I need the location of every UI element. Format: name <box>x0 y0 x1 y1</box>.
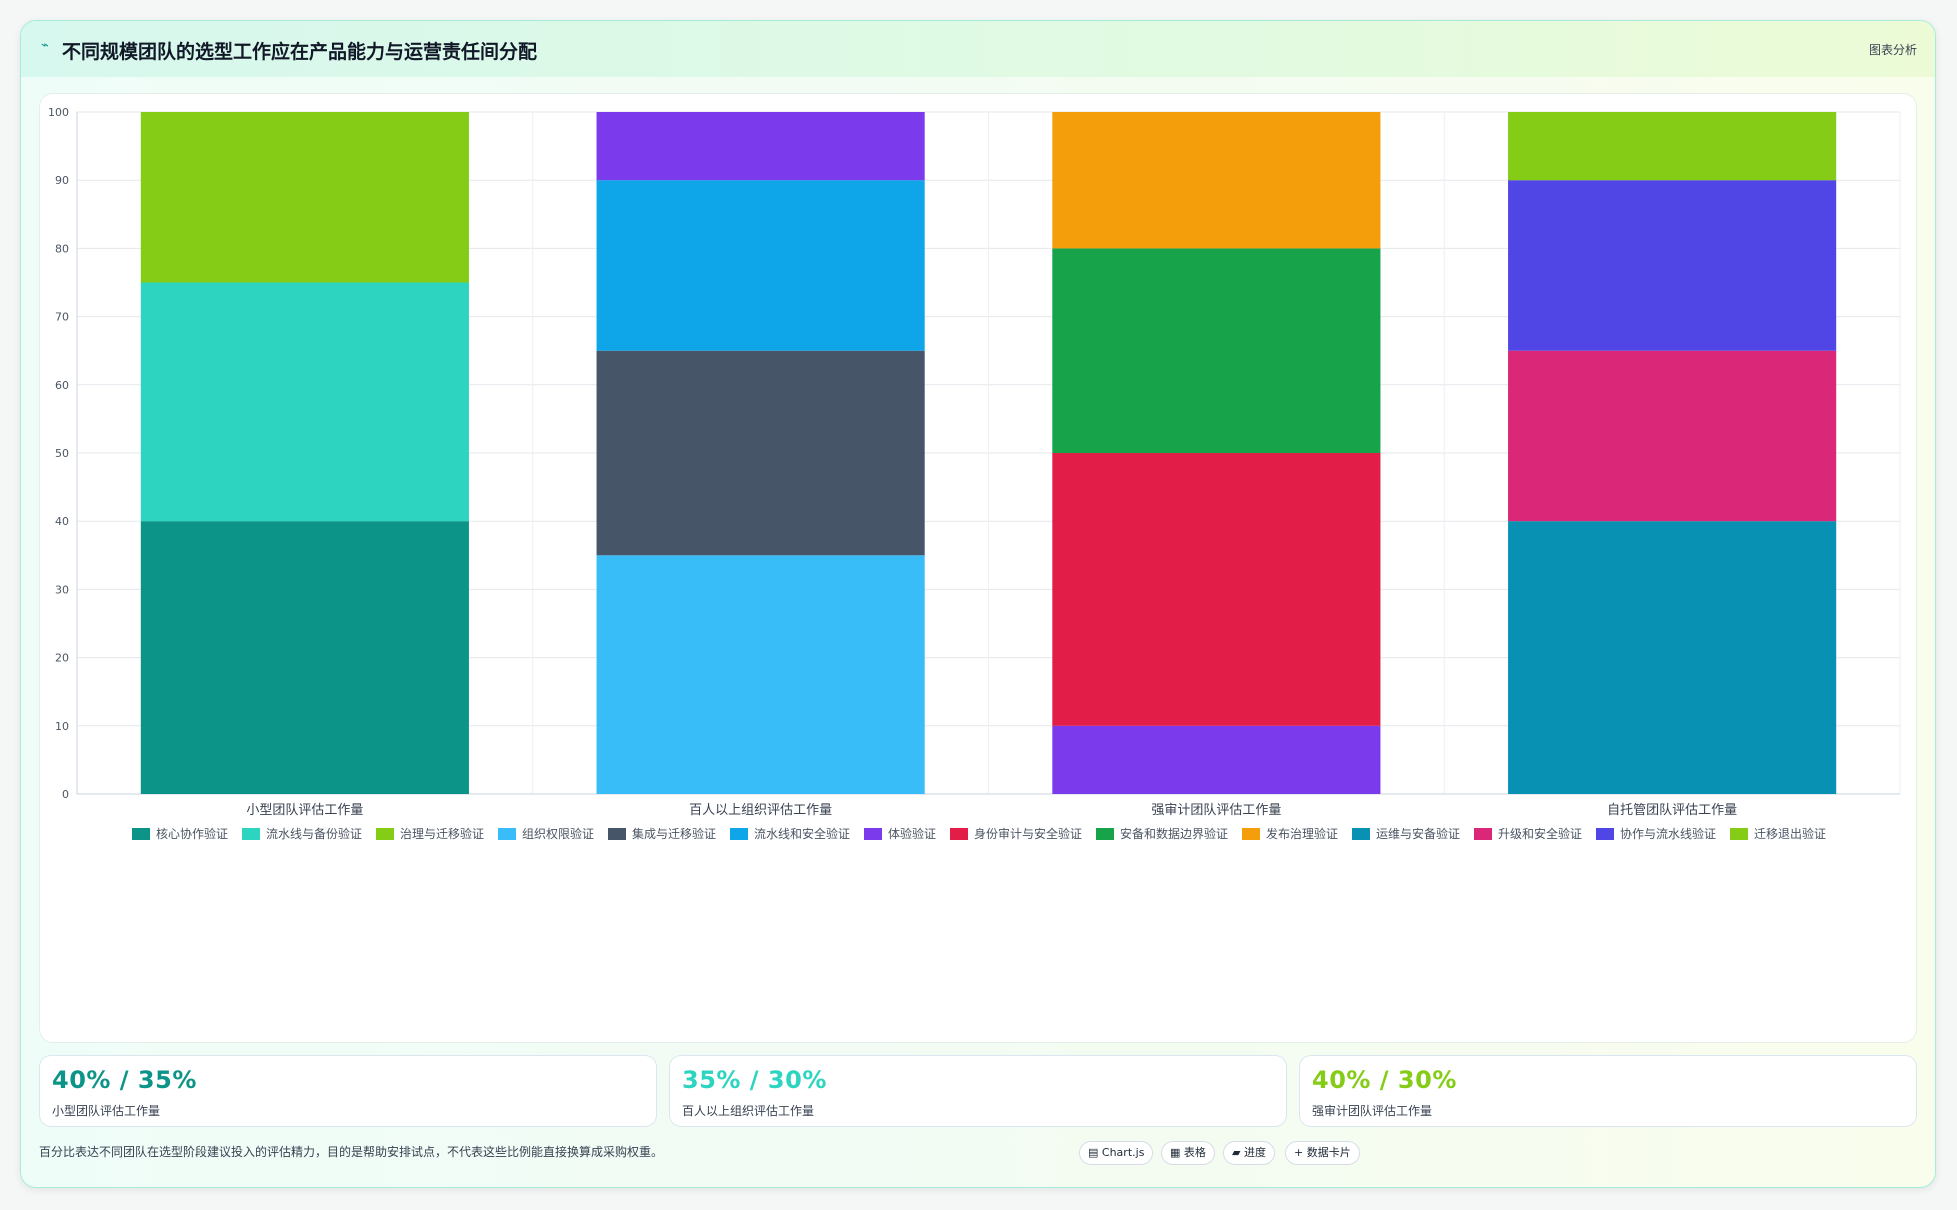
progress-button[interactable]: ▰ 进度 <box>1223 1141 1275 1165</box>
bar-segment <box>596 180 925 351</box>
stat-value: 40% / 35% <box>52 1066 197 1094</box>
y-tick-label: 80 <box>55 242 69 255</box>
stat-card-large-org: 35% / 30% 百人以上组织评估工作量 <box>669 1055 1287 1127</box>
legend-label: 迁移退出验证 <box>1754 826 1826 841</box>
legend-swatch <box>1596 828 1614 840</box>
table-button[interactable]: ▦ 表格 <box>1161 1141 1215 1165</box>
legend-label: 体验验证 <box>888 826 936 841</box>
stat-card-audit-team: 40% / 30% 强审计团队评估工作量 <box>1299 1055 1917 1127</box>
legend-swatch <box>1352 828 1370 840</box>
y-tick-label: 90 <box>55 174 69 187</box>
stat-label: 百人以上组织评估工作量 <box>682 1104 815 1118</box>
legend-label: 发布治理验证 <box>1266 826 1338 841</box>
legend-label: 核心协作验证 <box>156 826 228 841</box>
legend-label: 组织权限验证 <box>522 826 594 841</box>
table-icon: ▦ <box>1170 1146 1181 1159</box>
progress-icon: ▰ <box>1232 1146 1241 1159</box>
legend-swatch <box>242 828 260 840</box>
x-tick-label: 自托管团队评估工作量 <box>1607 803 1737 818</box>
button-label: Chart.js <box>1101 1146 1145 1159</box>
bar-segment <box>140 521 469 794</box>
legend-label: 升级和安全验证 <box>1498 826 1582 841</box>
button-label: 数据卡片 <box>1306 1146 1351 1159</box>
legend-swatch <box>950 828 968 840</box>
chart-card: 0 10 20 30 40 50 60 70 80 90 100 小型团队评估工作量 百人以上组织评估工… <box>39 93 1917 1043</box>
x-tick-label: 小型团队评估工作量 <box>246 803 363 818</box>
legend-swatch <box>498 828 516 840</box>
legend-label: 治理与迁移验证 <box>400 826 484 841</box>
legend-label: 安备和数据边界验证 <box>1120 826 1228 841</box>
y-tick-label: 100 <box>48 106 69 119</box>
legend-swatch <box>1242 828 1260 840</box>
stat-value: 35% / 30% <box>682 1066 827 1094</box>
bar-segment <box>1052 453 1381 726</box>
legend-label: 运维与安备验证 <box>1376 826 1460 841</box>
stat-value: 40% / 30% <box>1312 1066 1457 1094</box>
legend-label: 流水线和安全验证 <box>754 826 850 841</box>
legend-label: 身份审计与安全验证 <box>974 826 1082 841</box>
y-tick-label: 30 <box>55 583 69 596</box>
plus-icon: + <box>1294 1146 1304 1159</box>
data-card-button[interactable]: + 数据卡片 <box>1285 1141 1360 1165</box>
stat-card-small-team: 40% / 35% 小型团队评估工作量 <box>39 1055 657 1127</box>
y-tick-label: 60 <box>55 379 69 392</box>
y-tick-label: 50 <box>55 447 69 460</box>
y-tick-label: 70 <box>55 311 69 324</box>
bar-segment <box>1508 350 1837 522</box>
bar-segment <box>1052 112 1381 249</box>
chart-analysis-link[interactable]: 图表分析 <box>1868 43 1917 57</box>
bar-segment <box>140 112 469 283</box>
chart-title: 不同规模团队的选型工作应在产品能力与运营责任间分配 <box>62 41 538 63</box>
legend-label: 集成与迁移验证 <box>632 826 716 841</box>
legend-label: 协作与流水线验证 <box>1620 826 1716 841</box>
button-label: 表格 <box>1183 1146 1206 1159</box>
panel-header: ⌁ 不同规模团队的选型工作应在产品能力与运营责任间分配 图表分析 <box>21 21 1935 77</box>
bar-segment <box>140 282 469 522</box>
bar-segment <box>596 555 925 794</box>
stacked-bar-chart: 0 10 20 30 40 50 60 70 80 90 100 小型团队评估工作量 百人以上组织评估工… <box>48 106 1901 841</box>
stat-label: 强审计团队评估工作量 <box>1312 1104 1433 1118</box>
chart-line-icon: ⌁ <box>41 38 49 53</box>
button-label: 进度 <box>1243 1146 1266 1159</box>
legend-swatch <box>1474 828 1492 840</box>
legend-swatch <box>376 828 394 840</box>
bar-segment <box>1508 112 1837 181</box>
legend-label: 流水线与备份验证 <box>266 826 362 841</box>
bar-segment <box>1508 180 1837 351</box>
bar-segment <box>1052 725 1381 794</box>
y-tick-label: 40 <box>55 515 69 528</box>
y-tick-label: 0 <box>62 788 69 801</box>
legend-swatch <box>1730 828 1748 840</box>
chart-panel: ⌁ 不同规模团队的选型工作应在产品能力与运营责任间分配 图表分析 0 10 20 30… <box>20 20 1936 1188</box>
legend-swatch <box>1096 828 1114 840</box>
y-tick-label: 20 <box>55 652 69 665</box>
footnote: 百分比表达不同团队在选型阶段建议投入的评估精力，目的是帮助安排试点，不代表这些比… <box>39 1145 664 1159</box>
x-tick-label: 百人以上组织评估工作量 <box>689 803 832 818</box>
legend-swatch <box>132 828 150 840</box>
bar-segment <box>1052 248 1381 453</box>
chartjs-button[interactable]: ▤ Chart.js <box>1079 1141 1154 1165</box>
legend-swatch <box>608 828 626 840</box>
legend-swatch <box>864 828 882 840</box>
bar-segment <box>596 112 925 181</box>
legend-swatch <box>730 828 748 840</box>
bar-segment <box>1508 521 1837 794</box>
y-tick-label: 10 <box>55 720 69 733</box>
chart-icon: ▤ <box>1088 1146 1099 1159</box>
stat-label: 小型团队评估工作量 <box>52 1104 161 1118</box>
x-tick-label: 强审计团队评估工作量 <box>1151 803 1281 818</box>
bar-segment <box>596 350 925 556</box>
